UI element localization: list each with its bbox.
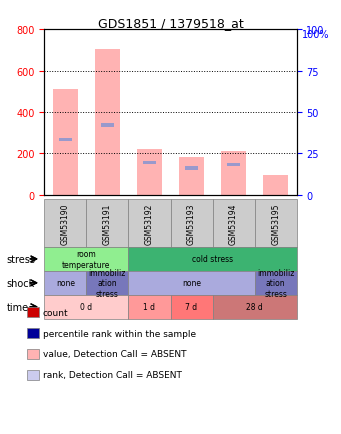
- Text: value, Detection Call = ABSENT: value, Detection Call = ABSENT: [43, 350, 186, 358]
- Text: GSM53193: GSM53193: [187, 203, 196, 244]
- Text: rank, Detection Call = ABSENT: rank, Detection Call = ABSENT: [43, 371, 181, 379]
- Text: count: count: [43, 308, 68, 317]
- Text: 100%: 100%: [302, 30, 329, 40]
- Text: GSM53194: GSM53194: [229, 203, 238, 244]
- Text: 7 d: 7 d: [186, 302, 197, 312]
- Bar: [137, 150, 162, 195]
- Text: 0 d: 0 d: [80, 302, 92, 312]
- Text: GSM53195: GSM53195: [271, 203, 280, 244]
- Text: 28 d: 28 d: [246, 302, 263, 312]
- Text: immobiliz
ation
stress: immobiliz ation stress: [257, 268, 294, 298]
- Text: room
temperature: room temperature: [62, 250, 110, 269]
- Bar: [53, 90, 78, 195]
- Bar: [221, 152, 246, 195]
- Text: GSM53190: GSM53190: [61, 203, 70, 244]
- Text: immobiliz
ation
stress: immobiliz ation stress: [89, 268, 126, 298]
- Bar: [227, 163, 240, 166]
- Bar: [143, 161, 156, 164]
- Text: time: time: [7, 302, 29, 312]
- Bar: [263, 176, 288, 195]
- Text: none: none: [182, 279, 201, 288]
- Text: GSM53192: GSM53192: [145, 203, 154, 244]
- Bar: [101, 124, 114, 127]
- Bar: [185, 167, 198, 170]
- Text: 1 d: 1 d: [144, 302, 155, 312]
- Text: shock: shock: [7, 278, 35, 288]
- Text: stress: stress: [7, 254, 36, 264]
- Text: none: none: [56, 279, 75, 288]
- Bar: [59, 138, 72, 141]
- Text: percentile rank within the sample: percentile rank within the sample: [43, 329, 196, 338]
- Text: cold stress: cold stress: [192, 255, 233, 264]
- Text: GSM53191: GSM53191: [103, 203, 112, 244]
- Text: GDS1851 / 1379518_at: GDS1851 / 1379518_at: [98, 17, 243, 30]
- Bar: [95, 50, 120, 195]
- Bar: [179, 158, 204, 195]
